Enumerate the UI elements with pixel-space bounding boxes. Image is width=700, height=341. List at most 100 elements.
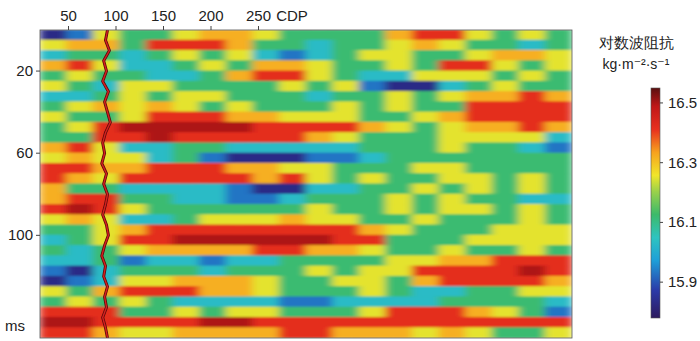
heat-cell xyxy=(119,163,147,174)
heat-cell xyxy=(465,30,493,41)
heat-cell xyxy=(119,101,147,112)
heat-cell xyxy=(66,225,94,236)
heat-cell xyxy=(119,194,147,205)
heat-cell xyxy=(518,101,546,112)
heat-cell xyxy=(359,30,387,41)
heat-cell xyxy=(66,276,94,287)
heat-cell xyxy=(226,91,254,102)
heat-cell xyxy=(359,327,387,338)
heat-cell xyxy=(306,276,334,287)
heat-cell xyxy=(465,40,493,51)
heat-cell xyxy=(279,235,307,246)
heat-cell xyxy=(412,142,440,153)
heat-cell xyxy=(439,163,467,174)
x-tick xyxy=(211,26,212,30)
heat-cell xyxy=(465,142,493,153)
heat-cell xyxy=(359,204,387,215)
heat-cell xyxy=(306,225,334,236)
heat-cell xyxy=(146,214,174,225)
heat-cell xyxy=(518,91,546,102)
heat-cell xyxy=(412,60,440,71)
heat-cell xyxy=(279,81,307,92)
heat-cell xyxy=(385,307,413,318)
heat-cell xyxy=(465,71,493,82)
heat-cell xyxy=(279,327,307,338)
heat-cell xyxy=(40,194,67,205)
heat-cell xyxy=(465,91,493,102)
heat-cell xyxy=(146,142,174,153)
heat-cell xyxy=(359,266,387,277)
heat-cell xyxy=(279,60,307,71)
heat-cell xyxy=(199,40,227,51)
heat-cell xyxy=(545,163,572,174)
colorbar-tick-label: 16.5 xyxy=(668,94,697,111)
heat-cell xyxy=(146,225,174,236)
heat-cell xyxy=(40,214,67,225)
heat-cell xyxy=(465,296,493,307)
y-tick xyxy=(36,71,40,72)
heat-cell xyxy=(385,60,413,71)
heat-cell xyxy=(545,132,572,143)
heat-cell xyxy=(332,184,360,195)
heat-cell xyxy=(40,266,67,277)
heat-cell xyxy=(439,214,467,225)
heat-cell xyxy=(518,327,546,338)
colorbar-tick xyxy=(660,222,663,223)
heat-cell xyxy=(359,101,387,112)
heat-cell xyxy=(66,235,94,246)
heat-cell xyxy=(385,255,413,266)
heat-cell xyxy=(492,317,520,328)
heat-cell xyxy=(146,153,174,164)
heat-cell xyxy=(279,276,307,287)
heat-cell xyxy=(359,307,387,318)
heat-cell xyxy=(252,327,280,338)
heat-cell xyxy=(279,255,307,266)
heat-cell xyxy=(465,60,493,71)
heat-cell xyxy=(252,235,280,246)
heat-cell xyxy=(306,112,334,123)
y-tick xyxy=(36,153,40,154)
heat-cell xyxy=(306,286,334,297)
heat-cell xyxy=(119,214,147,225)
heat-cell xyxy=(518,50,546,61)
heat-cell xyxy=(40,91,67,102)
heat-cell xyxy=(119,307,147,318)
heat-cell xyxy=(332,317,360,328)
heat-cell xyxy=(119,317,147,328)
heat-cell xyxy=(252,266,280,277)
heat-cell xyxy=(359,132,387,143)
heat-cell xyxy=(119,245,147,256)
heat-cell xyxy=(279,112,307,123)
heat-cell xyxy=(492,81,520,92)
heat-cell xyxy=(412,286,440,297)
x-tick-label: 200 xyxy=(198,7,223,24)
heat-cell xyxy=(252,255,280,266)
heat-cell xyxy=(439,194,467,205)
heat-cell xyxy=(545,81,572,92)
heat-cell xyxy=(146,245,174,256)
heat-cell xyxy=(385,184,413,195)
heat-cell xyxy=(279,245,307,256)
heat-cell xyxy=(119,204,147,215)
heat-cell xyxy=(465,266,493,277)
heat-cell xyxy=(226,296,254,307)
heat-cell xyxy=(252,132,280,143)
heat-cell xyxy=(146,184,174,195)
heat-cell xyxy=(146,50,174,61)
heat-cell xyxy=(279,50,307,61)
heat-cell xyxy=(492,71,520,82)
heat-cell xyxy=(279,132,307,143)
heat-cell xyxy=(332,101,360,112)
heat-cell xyxy=(226,173,254,184)
heat-cell xyxy=(252,173,280,184)
heat-cell xyxy=(545,60,572,71)
heat-cell xyxy=(518,235,546,246)
heat-cell xyxy=(226,317,254,328)
heat-cell xyxy=(492,214,520,225)
heat-cell xyxy=(465,50,493,61)
heat-cell xyxy=(40,40,67,51)
heat-cell xyxy=(199,91,227,102)
heat-cell xyxy=(119,286,147,297)
heat-cell xyxy=(385,235,413,246)
heat-cell xyxy=(465,307,493,318)
